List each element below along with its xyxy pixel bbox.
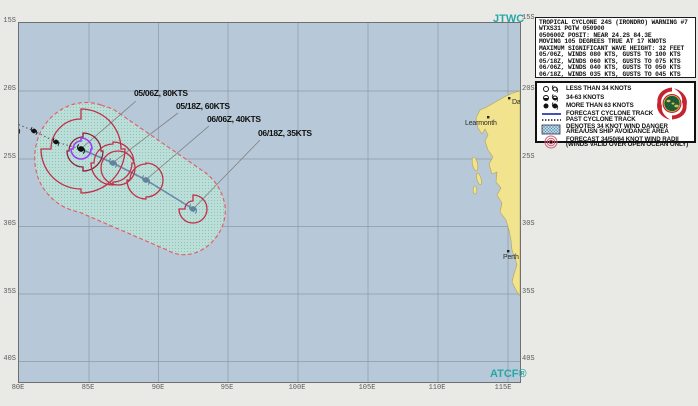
lat-label-right-40s: 40S xyxy=(522,355,535,363)
past-track-line-icon xyxy=(541,117,566,123)
track-label-tau36: 06/18Z, 35KTS xyxy=(258,128,312,138)
city-label-learmonth: Learmonth xyxy=(465,120,497,127)
legend-row-past-track: PAST CYCLONE TRACK xyxy=(541,117,692,123)
lat-label-right-30s: 30S xyxy=(522,220,535,228)
jtwc-seal-logo xyxy=(657,87,687,120)
forecast-track-line-icon xyxy=(541,111,566,117)
track-label-tau0: 05/06Z, 80KTS xyxy=(134,88,188,98)
legend-row-34-63: 34-63 KNOTS xyxy=(541,93,692,102)
legend-label-danger-2: AREA/USN SHIP AVOIDANCE AREA xyxy=(566,128,669,136)
lon-label-80e: 80E xyxy=(11,384,25,392)
filled-cyclone-icon xyxy=(541,102,566,110)
wind-radii-current xyxy=(40,108,126,194)
map-canvas xyxy=(19,23,520,382)
legend-label-danger-1: DENOTES 34 KNOT WIND DANGER xyxy=(566,122,668,130)
lat-label-right-15s: 15S xyxy=(522,14,535,22)
lon-label-85e: 85E xyxy=(81,384,95,392)
jtwc-watermark: JTWC xyxy=(493,13,525,25)
legend-label-forecast-track: FORECAST CYCLONE TRACK xyxy=(566,109,654,117)
lat-label-right-25s: 25S xyxy=(522,153,535,161)
lat-label-right-20s: 20S xyxy=(522,85,535,93)
legend-label-34-63: 34-63 KNOTS xyxy=(566,93,605,101)
city-dot-perth xyxy=(507,250,510,253)
warning-line-header: WTXS31 PGTW 050900 xyxy=(539,25,605,33)
legend-row-lt34: LESS THAN 34 KNOTS xyxy=(541,85,692,93)
warning-line-movement: MOVING 105 DEGREES TRUE AT 17 KNOTS xyxy=(539,38,667,46)
legend-box: LESS THAN 34 KNOTS 34-63 KNOTS xyxy=(535,81,696,149)
city-label-perth: Perth xyxy=(503,254,519,261)
open-cyclone-icon xyxy=(541,85,566,93)
lat-label-left-15s: 15S xyxy=(3,17,16,25)
wind-radii-tau36 xyxy=(178,194,208,224)
legend-row-forecast-track: FORECAST CYCLONE TRACK xyxy=(541,109,692,117)
lat-label-left-35s: 35S xyxy=(3,288,16,296)
land-australia xyxy=(471,90,520,297)
wind-radii-64kt xyxy=(70,137,93,160)
warning-line-tau12: 05/18Z, WINDS 060 KTS, GUSTS TO 075 KTS xyxy=(539,57,681,65)
wind-radii-tau24 xyxy=(126,162,164,200)
lon-label-100e: 100E xyxy=(288,384,306,392)
graticule xyxy=(19,23,520,382)
lon-label-90e: 90E xyxy=(151,384,165,392)
atcf-watermark: ATCF® xyxy=(490,368,527,380)
legend-label-gt63: MORE THAN 63 KNOTS xyxy=(566,102,634,110)
lon-label-95e: 95E xyxy=(220,384,234,392)
warning-text-box: TROPICAL CYCLONE 24S (IRONDRO) WARNING #… xyxy=(535,17,696,78)
past-cyclone-track xyxy=(19,124,82,150)
city-dot-dampier xyxy=(508,97,511,100)
legend-row-gt63: MORE THAN 63 KNOTS xyxy=(541,102,692,110)
lat-label-left-30s: 30S xyxy=(3,220,16,228)
track-label-tau12: 05/18Z, 60KTS xyxy=(176,101,230,111)
city-markers xyxy=(487,97,511,253)
track-label-tau24: 06/06Z, 40KTS xyxy=(207,114,261,124)
warning-line-tau0: 05/06Z, WINDS 080 KTS, GUSTS TO 100 KTS xyxy=(539,51,681,59)
legend-label-radii-2: (WINDS VALID OVER OPEN OCEAN ONLY) xyxy=(566,141,689,149)
city-label-dampier: Da xyxy=(512,99,521,106)
warning-line-tau24: 06/06Z, WINDS 040 KTS, GUSTS TO 050 KTS xyxy=(539,64,681,72)
lon-label-105e: 105E xyxy=(358,384,376,392)
lon-label-115e: 115E xyxy=(494,384,512,392)
lat-label-left-20s: 20S xyxy=(3,85,16,93)
warning-line-posit: 050600Z POSIT: NEAR 24.2S 84.3E xyxy=(539,31,652,39)
cyclone-track-map: 05/06Z, 80KTS 05/18Z, 60KTS 06/06Z, 40KT… xyxy=(18,22,521,383)
legend-label-lt34: LESS THAN 34 KNOTS xyxy=(566,85,632,93)
danger-area-swatch-icon xyxy=(541,124,566,135)
legend-row-wind-radii: FORECAST 34/50/64 KNOT WIND RADII (WINDS… xyxy=(541,135,692,149)
lat-label-right-35s: 35S xyxy=(522,288,535,296)
legend-label-radii-1: FORECAST 34/50/64 KNOT WIND RADII xyxy=(566,135,679,143)
warning-line-title: TROPICAL CYCLONE 24S (IRONDRO) WARNING #… xyxy=(539,19,688,26)
warning-line-tau36: 06/18Z, WINDS 035 KTS, GUSTS TO 045 KTS xyxy=(539,70,681,78)
legend-label-past-track: PAST CYCLONE TRACK xyxy=(566,116,636,124)
lat-label-left-25s: 25S xyxy=(3,153,16,161)
wind-radii-rings-icon xyxy=(541,135,566,149)
legend-row-danger-area: DENOTES 34 KNOT WIND DANGER AREA/USN SHI… xyxy=(541,122,692,136)
lon-label-110e: 110E xyxy=(428,384,446,392)
half-filled-cyclone-icon xyxy=(541,93,566,102)
lat-label-left-40s: 40S xyxy=(3,355,16,363)
warning-line-waves: MAXIMUM SIGNIFICANT WAVE HEIGHT: 32 FEET xyxy=(539,44,685,52)
city-dot-learmonth xyxy=(487,116,490,119)
